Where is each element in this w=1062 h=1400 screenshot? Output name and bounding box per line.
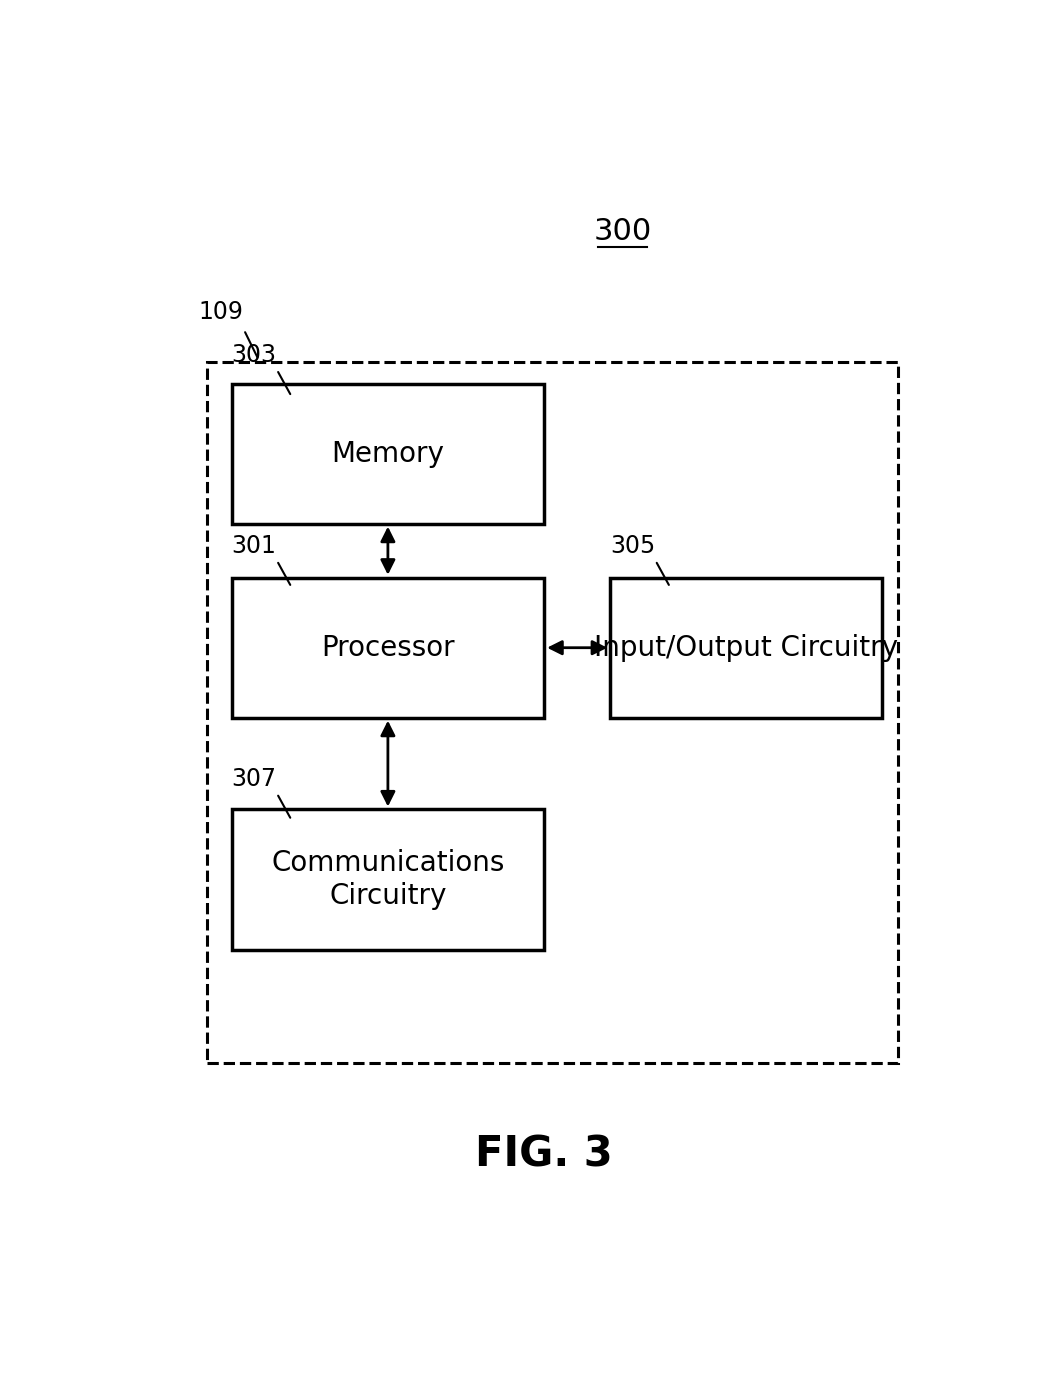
Text: 305: 305 bbox=[610, 535, 655, 559]
Text: Memory: Memory bbox=[331, 440, 444, 468]
Text: 307: 307 bbox=[232, 767, 276, 791]
Text: 109: 109 bbox=[199, 301, 243, 325]
Bar bbox=[232, 809, 545, 949]
Bar bbox=[207, 363, 898, 1063]
Text: 301: 301 bbox=[232, 535, 276, 559]
Bar bbox=[610, 578, 881, 718]
Text: Communications
Circuitry: Communications Circuitry bbox=[271, 850, 504, 910]
Bar bbox=[232, 384, 545, 524]
Text: FIG. 3: FIG. 3 bbox=[476, 1134, 613, 1176]
Text: 303: 303 bbox=[232, 343, 276, 367]
Bar bbox=[232, 578, 545, 718]
Text: 300: 300 bbox=[594, 217, 652, 245]
Text: Processor: Processor bbox=[321, 634, 455, 662]
Text: Input/Output Circuitry: Input/Output Circuitry bbox=[594, 634, 898, 662]
